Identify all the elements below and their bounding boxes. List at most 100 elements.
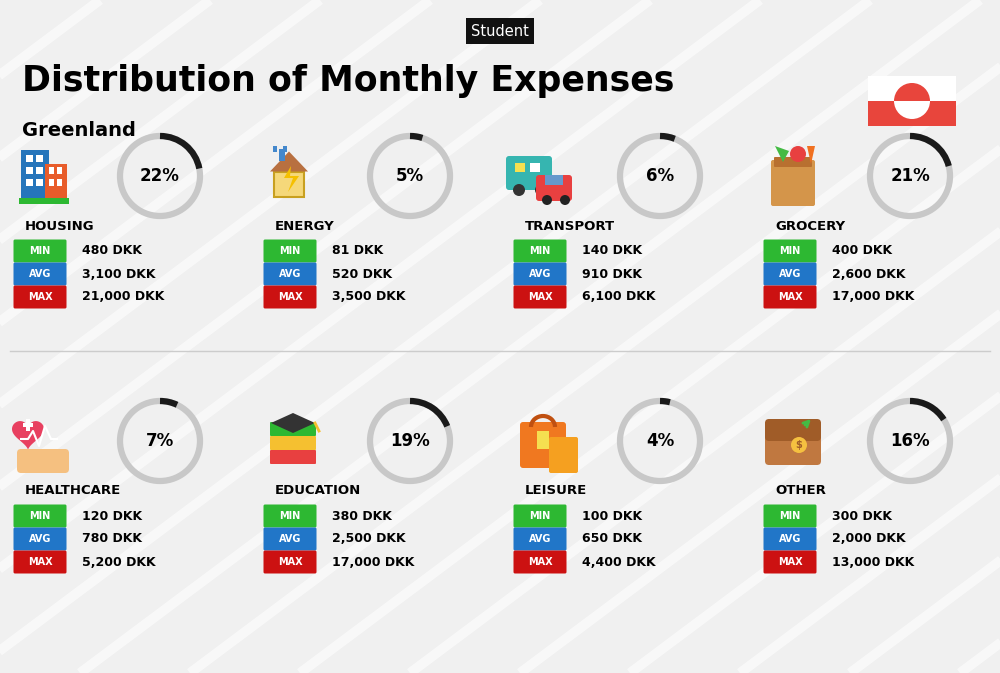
Text: AVG: AVG — [779, 534, 801, 544]
Wedge shape — [894, 83, 930, 101]
Bar — [868, 76, 956, 101]
FancyBboxPatch shape — [549, 437, 578, 473]
Text: AVG: AVG — [529, 269, 551, 279]
Text: 7%: 7% — [146, 432, 174, 450]
Text: AVG: AVG — [279, 534, 301, 544]
Text: MIN: MIN — [529, 246, 551, 256]
Text: AVG: AVG — [529, 534, 551, 544]
FancyBboxPatch shape — [765, 419, 821, 441]
Bar — [26, 419, 30, 431]
Text: OTHER: OTHER — [775, 485, 826, 497]
FancyBboxPatch shape — [264, 551, 316, 573]
FancyBboxPatch shape — [536, 175, 572, 201]
Text: 3,500 DKK: 3,500 DKK — [332, 291, 406, 304]
FancyBboxPatch shape — [506, 156, 552, 190]
Bar — [36, 179, 43, 186]
FancyBboxPatch shape — [264, 285, 316, 308]
FancyBboxPatch shape — [270, 450, 316, 464]
Wedge shape — [894, 101, 930, 119]
Bar — [279, 149, 285, 161]
FancyBboxPatch shape — [13, 505, 66, 528]
Bar — [530, 163, 540, 172]
Polygon shape — [270, 151, 308, 172]
FancyBboxPatch shape — [765, 421, 821, 465]
FancyBboxPatch shape — [270, 436, 316, 450]
FancyBboxPatch shape — [514, 505, 566, 528]
Text: EDUCATION: EDUCATION — [275, 485, 361, 497]
Text: 21,000 DKK: 21,000 DKK — [82, 291, 164, 304]
Bar — [57, 167, 62, 174]
Text: AVG: AVG — [779, 269, 801, 279]
Text: MAX: MAX — [528, 557, 552, 567]
Text: TRANSPORT: TRANSPORT — [525, 219, 615, 232]
Text: 22%: 22% — [140, 167, 180, 185]
Bar — [868, 76, 956, 126]
Polygon shape — [12, 421, 44, 450]
Circle shape — [560, 195, 570, 205]
Bar — [49, 179, 54, 186]
Bar — [19, 198, 69, 204]
Bar — [36, 167, 43, 174]
FancyBboxPatch shape — [13, 262, 66, 285]
FancyBboxPatch shape — [13, 551, 66, 573]
FancyBboxPatch shape — [764, 505, 816, 528]
Bar — [273, 146, 277, 152]
FancyBboxPatch shape — [270, 422, 316, 436]
Text: 17,000 DKK: 17,000 DKK — [832, 291, 914, 304]
FancyBboxPatch shape — [514, 240, 566, 262]
Circle shape — [513, 184, 525, 196]
FancyBboxPatch shape — [264, 528, 316, 551]
Text: 650 DKK: 650 DKK — [582, 532, 642, 546]
FancyBboxPatch shape — [514, 528, 566, 551]
Text: ENERGY: ENERGY — [275, 219, 335, 232]
Text: 400 DKK: 400 DKK — [832, 244, 892, 258]
Text: Greenland: Greenland — [22, 122, 136, 141]
Text: 5,200 DKK: 5,200 DKK — [82, 555, 156, 569]
Text: 520 DKK: 520 DKK — [332, 267, 392, 281]
Text: 480 DKK: 480 DKK — [82, 244, 142, 258]
Text: MAX: MAX — [278, 557, 302, 567]
Text: 21%: 21% — [890, 167, 930, 185]
Text: GROCERY: GROCERY — [775, 219, 845, 232]
Text: 300 DKK: 300 DKK — [832, 509, 892, 522]
Polygon shape — [807, 146, 815, 164]
FancyBboxPatch shape — [764, 240, 816, 262]
Text: 2,500 DKK: 2,500 DKK — [332, 532, 406, 546]
Text: 4,400 DKK: 4,400 DKK — [582, 555, 656, 569]
FancyBboxPatch shape — [13, 285, 66, 308]
FancyBboxPatch shape — [274, 172, 304, 197]
Bar — [537, 431, 549, 449]
Bar — [26, 167, 33, 174]
Text: MAX: MAX — [778, 292, 802, 302]
Text: MIN: MIN — [779, 511, 801, 521]
FancyBboxPatch shape — [520, 422, 566, 468]
FancyBboxPatch shape — [13, 240, 66, 262]
Text: 5%: 5% — [396, 167, 424, 185]
Text: Student: Student — [471, 24, 529, 38]
Bar — [283, 146, 287, 152]
Circle shape — [542, 195, 552, 205]
FancyBboxPatch shape — [264, 505, 316, 528]
Circle shape — [790, 146, 806, 162]
Bar — [26, 179, 33, 186]
Text: Distribution of Monthly Expenses: Distribution of Monthly Expenses — [22, 64, 674, 98]
Text: 120 DKK: 120 DKK — [82, 509, 142, 522]
Text: 17,000 DKK: 17,000 DKK — [332, 555, 414, 569]
Text: MAX: MAX — [28, 292, 52, 302]
Bar — [57, 179, 62, 186]
Text: 2,000 DKK: 2,000 DKK — [832, 532, 906, 546]
FancyBboxPatch shape — [514, 285, 566, 308]
Text: LEISURE: LEISURE — [525, 485, 587, 497]
Bar — [26, 155, 33, 162]
Text: 2,600 DKK: 2,600 DKK — [832, 267, 906, 281]
Text: MIN: MIN — [279, 246, 301, 256]
FancyBboxPatch shape — [771, 160, 815, 206]
Bar — [23, 423, 33, 427]
Polygon shape — [775, 146, 789, 162]
Text: 81 DKK: 81 DKK — [332, 244, 383, 258]
FancyBboxPatch shape — [13, 528, 66, 551]
Bar — [515, 163, 525, 172]
Text: 780 DKK: 780 DKK — [82, 532, 142, 546]
Text: MIN: MIN — [779, 246, 801, 256]
Text: 140 DKK: 140 DKK — [582, 244, 642, 258]
